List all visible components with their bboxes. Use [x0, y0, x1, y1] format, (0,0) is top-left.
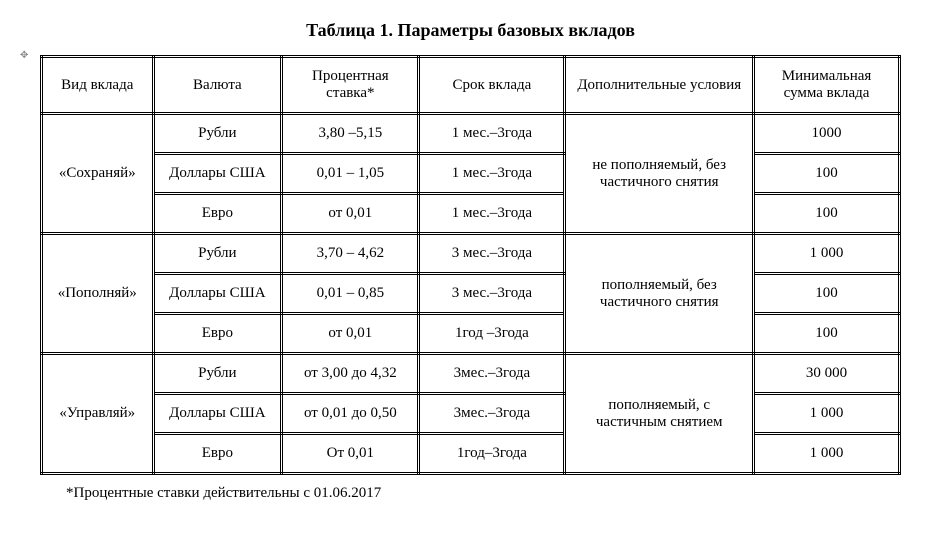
- table-row: Доллары США 0,01 – 0,85 3 мес.–3года 100: [42, 274, 900, 314]
- cell-min: 30 000: [754, 354, 900, 394]
- cell-currency: Рубли: [153, 234, 282, 274]
- anchor-icon: ✥: [20, 50, 28, 61]
- cell-min: 100: [754, 274, 900, 314]
- table-row: Доллары США 0,01 – 1,05 1 мес.–3года 100: [42, 154, 900, 194]
- table-row: Евро от 0,01 1 мес.–3года 100: [42, 194, 900, 234]
- table-row: Доллары США от 0,01 до 0,50 3мес.–3года …: [42, 394, 900, 434]
- cell-term: 1год–3года: [419, 434, 565, 474]
- cell-min: 100: [754, 194, 900, 234]
- cell-min: 1 000: [754, 394, 900, 434]
- cell-min: 100: [754, 154, 900, 194]
- cell-min: 1 000: [754, 434, 900, 474]
- cell-term: 3мес.–3года: [419, 354, 565, 394]
- cell-name: «Пополняй»: [42, 234, 154, 354]
- table-row: Евро От 0,01 1год–3года 1 000: [42, 434, 900, 474]
- cell-rate: от 0,01: [282, 314, 419, 354]
- cell-conditions: пополняемый, с частичным снятием: [565, 354, 754, 474]
- col-minimum: Минимальная сумма вклада: [754, 57, 900, 114]
- cell-currency: Евро: [153, 194, 282, 234]
- col-term: Срок вклада: [419, 57, 565, 114]
- cell-rate: 3,70 – 4,62: [282, 234, 419, 274]
- cell-name: «Сохраняй»: [42, 114, 154, 234]
- table-row: «Сохраняй» Рубли 3,80 –5,15 1 мес.–3года…: [42, 114, 900, 154]
- table-row: Евро от 0,01 1год –3года 100: [42, 314, 900, 354]
- cell-rate: 0,01 – 0,85: [282, 274, 419, 314]
- col-rate: Процентная ставка*: [282, 57, 419, 114]
- cell-currency: Рубли: [153, 354, 282, 394]
- cell-rate: от 0,01 до 0,50: [282, 394, 419, 434]
- col-conditions: Дополнительные условия: [565, 57, 754, 114]
- cell-conditions: пополняемый, без частичного снятия: [565, 234, 754, 354]
- cell-conditions: не пополняемый, без частичного снятия: [565, 114, 754, 234]
- cell-currency: Доллары США: [153, 394, 282, 434]
- cell-rate: 0,01 – 1,05: [282, 154, 419, 194]
- cell-min: 100: [754, 314, 900, 354]
- deposits-table: Вид вклада Валюта Процентная ставка* Сро…: [40, 55, 901, 475]
- cell-term: 3мес.–3года: [419, 394, 565, 434]
- cell-currency: Рубли: [153, 114, 282, 154]
- cell-currency: Доллары США: [153, 274, 282, 314]
- cell-currency: Евро: [153, 314, 282, 354]
- cell-rate: От 0,01: [282, 434, 419, 474]
- cell-min: 1 000: [754, 234, 900, 274]
- cell-term: 3 мес.–3года: [419, 274, 565, 314]
- cell-term: 1 мес.–3года: [419, 194, 565, 234]
- cell-rate: от 0,01: [282, 194, 419, 234]
- cell-currency: Доллары США: [153, 154, 282, 194]
- cell-term: 1 мес.–3года: [419, 114, 565, 154]
- footnote: *Процентные ставки действительны с 01.06…: [66, 485, 901, 502]
- table-row: «Управляй» Рубли от 3,00 до 4,32 3мес.–3…: [42, 354, 900, 394]
- table-header-row: Вид вклада Валюта Процентная ставка* Сро…: [42, 57, 900, 114]
- col-currency: Валюта: [153, 57, 282, 114]
- cell-term: 1год –3года: [419, 314, 565, 354]
- col-deposit-type: Вид вклада: [42, 57, 154, 114]
- table-row: «Пополняй» Рубли 3,70 – 4,62 3 мес.–3год…: [42, 234, 900, 274]
- cell-term: 3 мес.–3года: [419, 234, 565, 274]
- page-title: Таблица 1. Параметры базовых вкладов: [40, 20, 901, 41]
- cell-currency: Евро: [153, 434, 282, 474]
- cell-term: 1 мес.–3года: [419, 154, 565, 194]
- cell-rate: от 3,00 до 4,32: [282, 354, 419, 394]
- cell-name: «Управляй»: [42, 354, 154, 474]
- cell-rate: 3,80 –5,15: [282, 114, 419, 154]
- cell-min: 1000: [754, 114, 900, 154]
